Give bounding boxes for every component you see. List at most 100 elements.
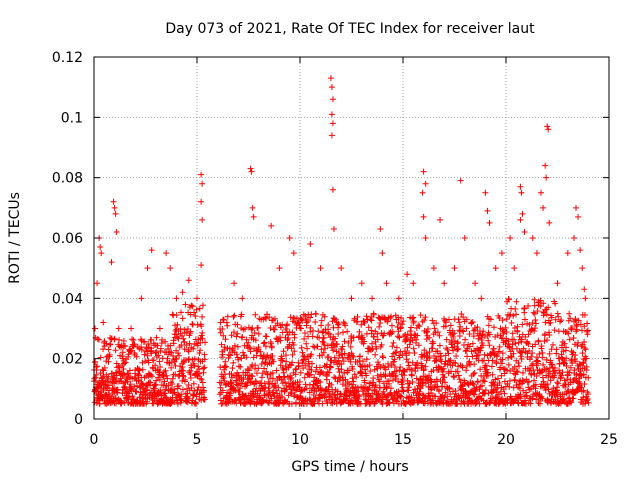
roti-point (270, 358, 277, 365)
roti-point (297, 369, 304, 376)
roti-point (238, 311, 245, 318)
roti-point (368, 317, 375, 324)
roti-point (271, 326, 278, 333)
roti-peak-point (517, 216, 524, 223)
roti-point (454, 346, 461, 353)
roti-point (172, 394, 179, 401)
roti-point (220, 332, 227, 339)
roti-point (252, 337, 259, 344)
roti-point (396, 334, 403, 341)
roti-peak-point (564, 250, 571, 257)
roti-peak-point (103, 340, 110, 347)
roti-point (341, 338, 348, 345)
roti-point (398, 314, 405, 321)
roti-point (549, 341, 556, 348)
roti-point (100, 367, 107, 374)
roti-point (324, 368, 331, 375)
roti-point (280, 348, 287, 355)
roti-point (319, 338, 326, 345)
roti-point (189, 321, 196, 328)
roti-point (179, 332, 186, 339)
roti-point (218, 341, 225, 348)
roti-point (296, 322, 303, 329)
roti-point (490, 324, 497, 331)
roti-point (139, 359, 146, 366)
roti-point (348, 381, 355, 388)
roti-point (124, 378, 131, 385)
roti-point (269, 369, 276, 376)
roti-point (519, 321, 526, 328)
roti-point (106, 387, 113, 394)
roti-point (97, 354, 104, 361)
roti-peak-point (286, 235, 293, 241)
roti-point (243, 336, 250, 343)
roti-point (423, 357, 430, 364)
roti-point (222, 336, 229, 343)
roti-point (260, 398, 267, 405)
roti-point (307, 324, 314, 331)
x-tick-label: 25 (600, 432, 618, 448)
roti-point (127, 381, 134, 388)
roti-point (510, 336, 517, 343)
roti-point (296, 378, 303, 385)
roti-point (579, 341, 586, 348)
roti-point (247, 395, 254, 402)
roti-peak-point (113, 228, 120, 235)
roti-point (299, 317, 306, 324)
roti-point (423, 350, 430, 357)
roti-point (408, 367, 415, 374)
roti-point (572, 358, 579, 365)
roti-point (319, 400, 326, 407)
roti-point (453, 353, 460, 360)
roti-point (518, 356, 525, 363)
roti-point (429, 345, 436, 352)
roti-point (406, 341, 413, 348)
roti-point (463, 316, 470, 323)
roti-point (510, 350, 517, 357)
roti-point (382, 372, 389, 379)
y-tick-label: 0.08 (52, 171, 83, 187)
roti-point (511, 376, 518, 383)
roti-peak-point (377, 225, 384, 232)
roti-point (380, 380, 387, 387)
roti-point (101, 364, 108, 371)
roti-point (471, 361, 478, 368)
roti-point (451, 330, 458, 337)
roti-point (176, 352, 183, 359)
roti-peak-point (472, 280, 479, 287)
roti-point (201, 356, 208, 363)
roti-point (366, 393, 373, 400)
roti-point (198, 332, 205, 339)
roti-point (552, 316, 559, 323)
roti-point (580, 387, 587, 394)
roti-point (303, 340, 310, 347)
roti-point (467, 361, 474, 368)
roti-point (191, 362, 198, 369)
roti-point (434, 329, 441, 336)
roti-point (287, 390, 294, 397)
roti-point (447, 391, 454, 398)
roti-point (405, 384, 412, 391)
roti-point (399, 384, 406, 391)
roti-point (361, 338, 368, 345)
roti-point (502, 324, 509, 331)
roti-point (163, 372, 170, 379)
roti-point (574, 321, 581, 328)
roti-point (390, 339, 397, 346)
roti-point (95, 336, 102, 343)
roti-point (349, 352, 356, 359)
roti-peak-point (486, 219, 493, 226)
roti-point (553, 346, 560, 353)
roti-point (175, 350, 182, 357)
roti-point (323, 376, 330, 383)
roti-point (107, 341, 114, 348)
roti-peak-point (328, 84, 335, 91)
roti-point (419, 382, 426, 389)
roti-point (302, 362, 309, 369)
roti-point (175, 382, 182, 389)
roti-point (145, 340, 152, 347)
roti-point (471, 391, 478, 398)
roti-point (267, 340, 274, 347)
roti-point (285, 335, 292, 342)
roti-point (476, 400, 483, 407)
